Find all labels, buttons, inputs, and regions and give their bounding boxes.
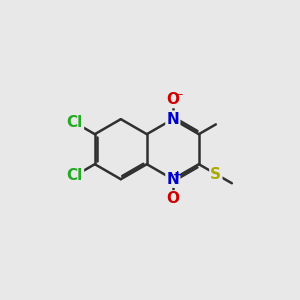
Text: Cl: Cl bbox=[67, 115, 83, 130]
Text: N: N bbox=[167, 112, 179, 127]
Text: ⁻: ⁻ bbox=[176, 91, 183, 104]
Text: O: O bbox=[166, 191, 179, 206]
Text: S: S bbox=[210, 167, 221, 182]
Text: +: + bbox=[173, 169, 182, 180]
Text: Cl: Cl bbox=[67, 168, 83, 183]
Text: N: N bbox=[167, 172, 179, 187]
Text: O: O bbox=[166, 92, 179, 107]
